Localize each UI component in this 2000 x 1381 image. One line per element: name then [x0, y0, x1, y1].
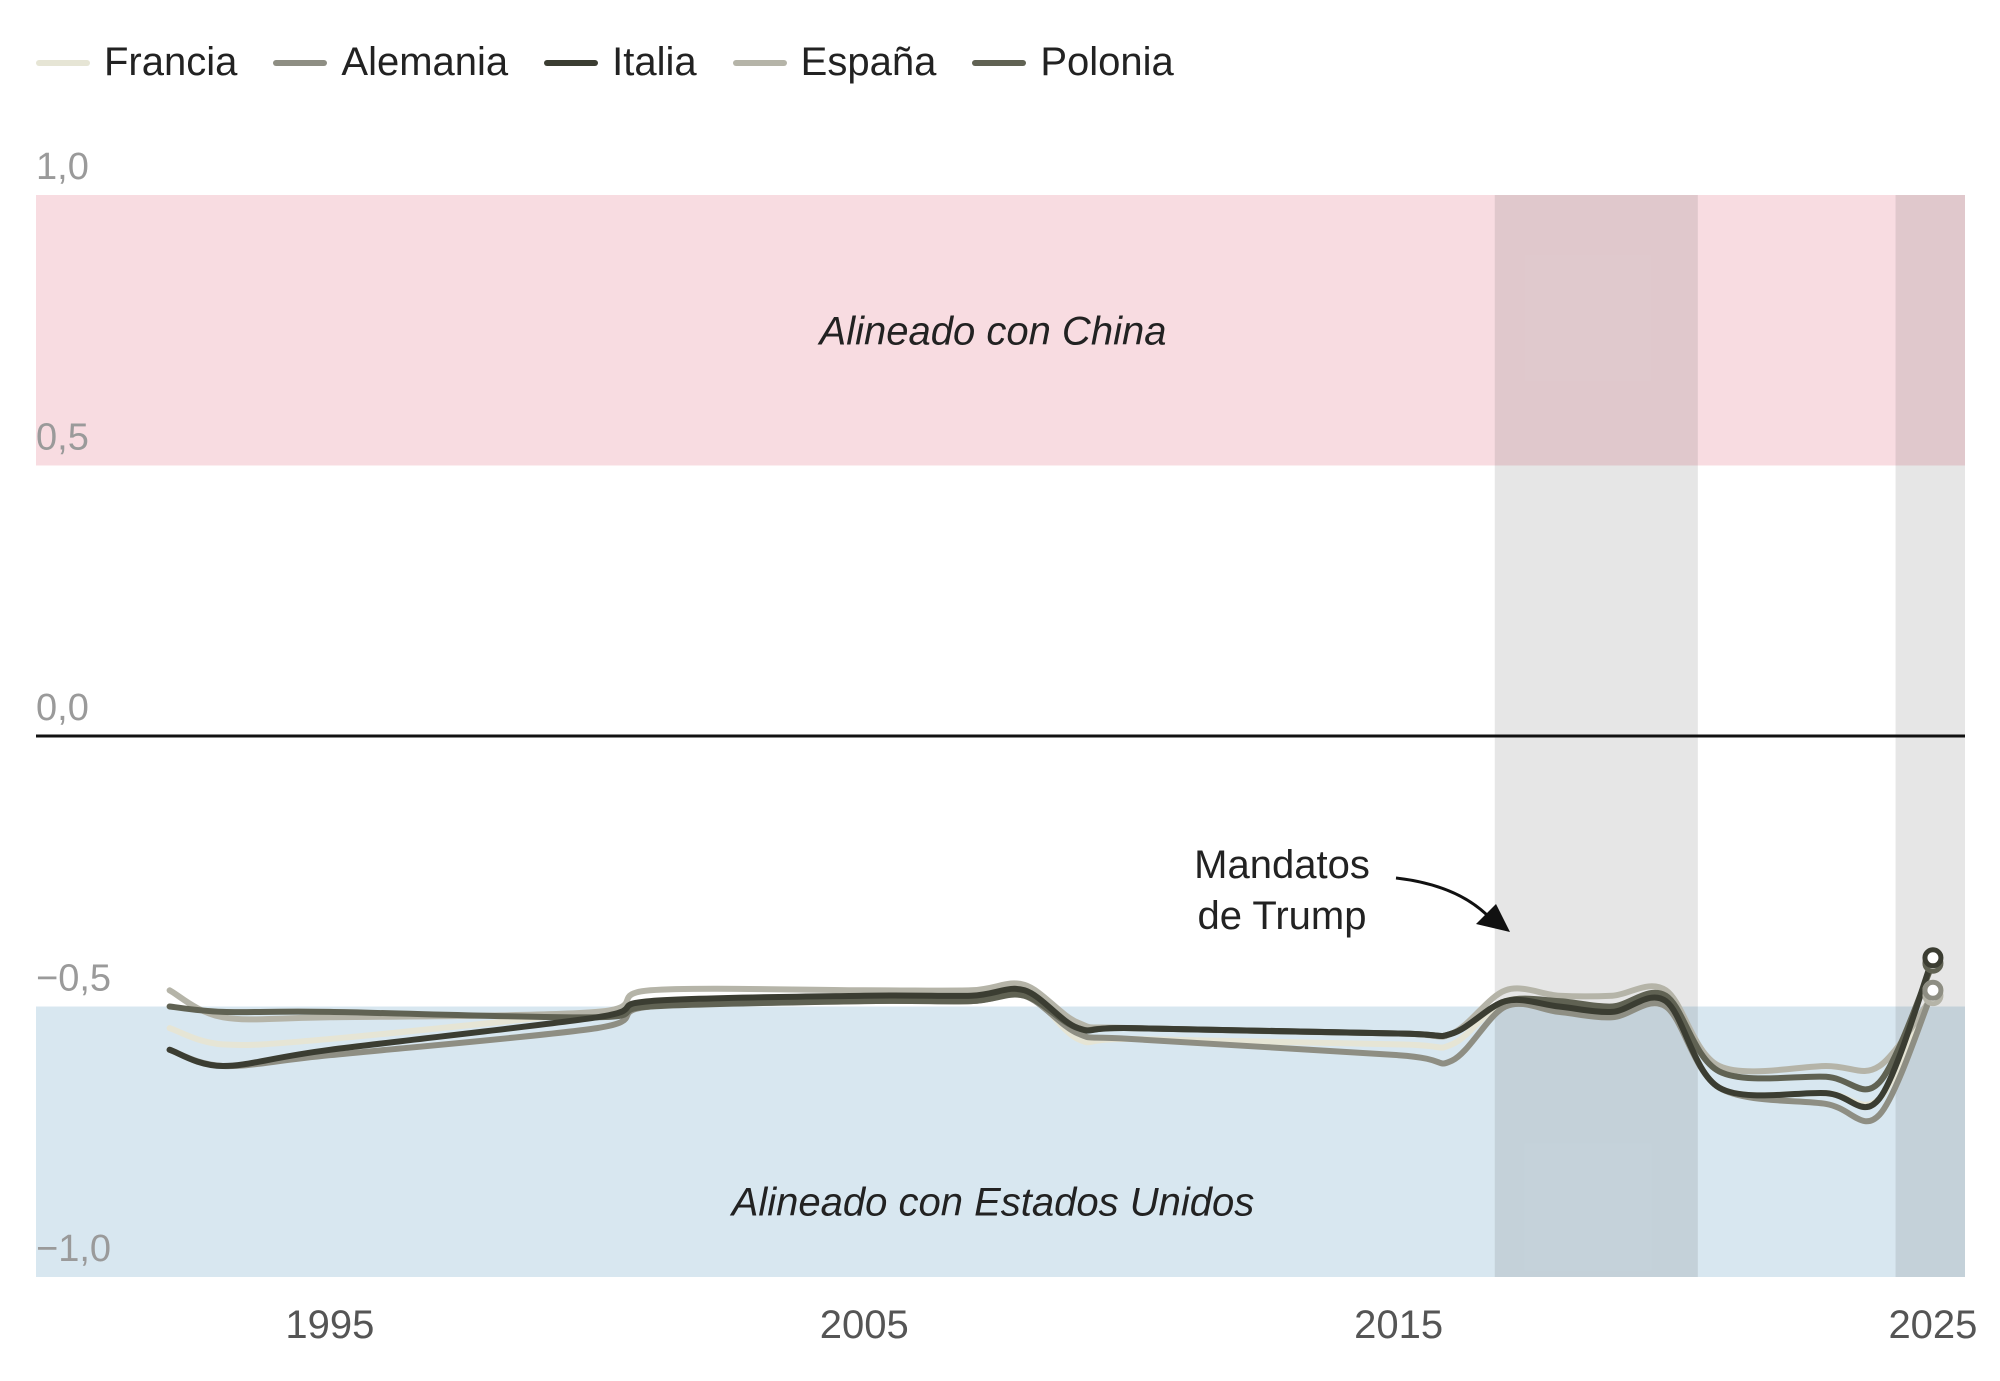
- legend-item-españa: España: [732, 40, 937, 85]
- region-label-1: Alineado con Estados Unidos: [730, 1180, 1255, 1224]
- annotation-arrow-line: [1395, 876, 1492, 920]
- series-end-point: [1922, 947, 1944, 969]
- y-tick-label: −1,0: [36, 1228, 111, 1270]
- annotation-line1: Mandatos: [1194, 843, 1370, 887]
- legend-label: Polonia: [1040, 40, 1174, 84]
- legend-label: Francia: [104, 40, 238, 84]
- legend: Francia Alemania Italia España Polonia: [36, 40, 1174, 85]
- legend-swatch: [972, 59, 1027, 66]
- legend-swatch: [36, 59, 90, 66]
- x-tick-label: 2025: [1888, 1303, 1977, 1347]
- region-band-0: [36, 195, 1965, 466]
- region-label-0: Alineado con China: [818, 309, 1167, 353]
- legend-label: Alemania: [341, 40, 509, 84]
- legend-swatch: [273, 59, 328, 66]
- x-tick-label: 2015: [1354, 1303, 1443, 1347]
- y-tick-label: 0,0: [36, 687, 89, 729]
- x-tick-label: 2005: [820, 1303, 909, 1347]
- annotation-arrow-head: [1476, 904, 1510, 932]
- legend-item-francia: Francia: [36, 40, 237, 85]
- legend-item-polonia: Polonia: [972, 40, 1174, 85]
- x-tick-label: 1995: [285, 1303, 374, 1347]
- y-tick-label: 0,5: [36, 417, 89, 459]
- legend-label: España: [800, 40, 937, 84]
- annotation-line2: de Trump: [1198, 894, 1367, 938]
- y-tick-label: −0,5: [36, 958, 111, 1000]
- legend-label: Italia: [612, 40, 697, 84]
- legend-item-alemania: Alemania: [273, 40, 508, 85]
- series-line-italia: [166, 954, 1936, 1111]
- legend-swatch: [732, 59, 787, 66]
- y-tick-label: 1,0: [36, 146, 89, 188]
- legend-swatch: [544, 59, 599, 66]
- series-end-point: [1922, 979, 1944, 1001]
- legend-item-italia: Italia: [544, 40, 697, 85]
